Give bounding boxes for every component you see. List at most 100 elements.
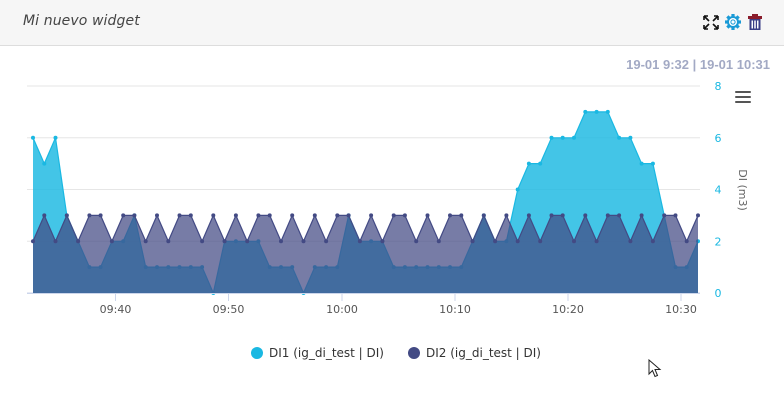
data-point[interactable] (662, 213, 667, 218)
data-point[interactable] (560, 213, 565, 218)
data-point[interactable] (515, 239, 520, 244)
data-point[interactable] (414, 239, 419, 244)
data-point[interactable] (628, 135, 633, 140)
data-point[interactable] (64, 213, 69, 218)
data-point[interactable] (301, 239, 306, 244)
x-tick-label: 10:00 (326, 303, 358, 316)
data-point[interactable] (617, 213, 622, 218)
y-tick-label: 2 (715, 235, 722, 248)
data-point[interactable] (31, 135, 35, 140)
data-point[interactable] (628, 239, 633, 244)
series-line-2 (32, 213, 699, 243)
data-point[interactable] (594, 109, 599, 114)
data-point[interactable] (87, 213, 92, 218)
data-point[interactable] (650, 239, 655, 244)
widget-title: Mi nuevo widget (23, 13, 140, 29)
data-point[interactable] (391, 213, 396, 218)
data-point[interactable] (448, 213, 452, 218)
data-point[interactable] (639, 213, 644, 218)
trash-icon[interactable] (746, 12, 764, 32)
y-tick-label: 8 (715, 80, 722, 93)
data-point[interactable] (549, 213, 554, 218)
data-point[interactable] (538, 239, 543, 244)
data-point[interactable] (166, 239, 171, 244)
data-point[interactable] (222, 239, 227, 244)
data-point[interactable] (538, 161, 543, 166)
data-point[interactable] (200, 239, 205, 244)
data-point[interactable] (583, 213, 588, 218)
data-point[interactable] (76, 239, 81, 244)
data-point[interactable] (481, 213, 486, 218)
data-point[interactable] (583, 109, 588, 114)
expand-icon[interactable] (702, 12, 720, 32)
menu-icon-bar (735, 96, 751, 98)
data-point[interactable] (572, 135, 576, 140)
data-point[interactable] (188, 213, 193, 218)
data-point[interactable] (436, 239, 441, 244)
x-tick-label: 09:50 (213, 303, 245, 316)
data-point[interactable] (233, 213, 238, 218)
legend-item-di1[interactable]: DI1 (ig_di_test | DI) (251, 346, 384, 360)
data-point[interactable] (42, 161, 47, 166)
y-tick-label: 6 (715, 132, 722, 145)
data-point[interactable] (346, 213, 351, 218)
data-point[interactable] (504, 213, 509, 218)
data-point[interactable] (53, 135, 58, 140)
data-point[interactable] (132, 213, 137, 218)
data-point[interactable] (155, 213, 159, 218)
data-point[interactable] (290, 213, 295, 218)
data-point[interactable] (98, 213, 103, 218)
data-point[interactable] (425, 213, 430, 218)
data-point[interactable] (53, 239, 58, 244)
data-point[interactable] (572, 239, 576, 244)
data-point[interactable] (673, 213, 678, 218)
data-point[interactable] (605, 109, 610, 114)
data-point[interactable] (650, 161, 655, 166)
data-point[interactable] (684, 239, 689, 244)
chart-legend: DI1 (ig_di_test | DI) DI2 (ig_di_test | … (0, 346, 784, 360)
data-point[interactable] (324, 239, 329, 244)
chart-menu-button[interactable] (735, 91, 751, 105)
x-tick-label: 10:30 (665, 303, 697, 316)
data-point[interactable] (696, 213, 700, 218)
data-point[interactable] (493, 239, 498, 244)
data-point[interactable] (560, 135, 565, 140)
data-point[interactable] (369, 213, 374, 218)
y-tick-label: 4 (715, 184, 722, 197)
data-point[interactable] (267, 213, 272, 218)
data-point[interactable] (617, 135, 622, 140)
data-point[interactable] (459, 213, 464, 218)
legend-item-di2[interactable]: DI2 (ig_di_test | DI) (408, 346, 541, 360)
legend-marker-icon (408, 347, 420, 359)
data-point[interactable] (177, 213, 182, 218)
data-point[interactable] (639, 161, 644, 166)
data-point[interactable] (605, 213, 610, 218)
data-point[interactable] (312, 213, 317, 218)
data-point[interactable] (357, 239, 362, 244)
data-point[interactable] (526, 161, 531, 166)
data-point[interactable] (402, 213, 407, 218)
data-point[interactable] (470, 239, 475, 244)
data-point[interactable] (211, 213, 216, 218)
legend-marker-icon (251, 347, 263, 359)
data-point[interactable] (42, 213, 47, 218)
mouse-cursor-icon (648, 358, 662, 383)
data-point[interactable] (526, 213, 531, 218)
gear-icon[interactable] (724, 12, 742, 32)
data-point[interactable] (143, 239, 148, 244)
x-tick-label: 10:20 (552, 303, 584, 316)
data-point[interactable] (256, 213, 261, 218)
data-point[interactable] (594, 239, 599, 244)
data-point[interactable] (335, 213, 340, 218)
data-point[interactable] (380, 239, 385, 244)
data-point[interactable] (245, 239, 250, 244)
y-axis-title: DI (m3) (736, 169, 749, 211)
data-point[interactable] (109, 239, 114, 244)
menu-icon-bar (735, 101, 751, 103)
data-point[interactable] (31, 239, 35, 244)
data-point[interactable] (515, 187, 520, 192)
data-point[interactable] (121, 213, 126, 218)
data-point[interactable] (279, 239, 283, 244)
data-point[interactable] (549, 135, 554, 140)
y-tick-label: 0 (715, 287, 722, 300)
